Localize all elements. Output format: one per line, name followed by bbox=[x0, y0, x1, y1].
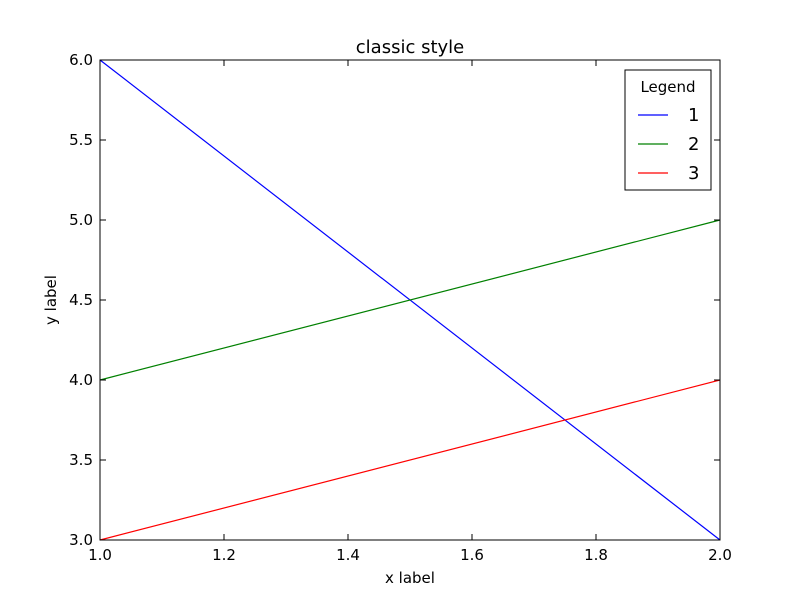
x-tick-label: 1.8 bbox=[584, 546, 608, 564]
y-tick-label: 5.0 bbox=[69, 211, 93, 229]
x-tick-label: 1.4 bbox=[336, 546, 360, 564]
y-tick-label: 3.5 bbox=[69, 451, 93, 469]
y-tick-label: 5.5 bbox=[69, 131, 93, 149]
y-axis-label: y label bbox=[42, 275, 60, 325]
series-line-3 bbox=[99, 379, 721, 541]
legend-title: Legend bbox=[640, 78, 695, 96]
y-tick-label: 4.0 bbox=[69, 371, 93, 389]
y-tick-label: 6.0 bbox=[69, 51, 93, 69]
series-line-2 bbox=[99, 219, 721, 381]
x-tick-label: 2.0 bbox=[708, 546, 732, 564]
legend-entries: 1 2 3 bbox=[638, 105, 699, 184]
x-tick-label: 1.0 bbox=[88, 546, 112, 564]
legend-label-2: 2 bbox=[688, 134, 699, 155]
legend-label-3: 3 bbox=[688, 163, 699, 184]
chart-title: classic style bbox=[356, 37, 464, 58]
series-layer bbox=[99, 59, 721, 541]
x-axis-label: x label bbox=[385, 569, 435, 587]
legend: Legend 1 2 3 bbox=[624, 69, 712, 191]
y-tick-label: 4.5 bbox=[69, 291, 93, 309]
legend-label-1: 1 bbox=[688, 105, 699, 126]
legend-frame bbox=[624, 69, 712, 191]
x-tick-label: 1.6 bbox=[460, 546, 484, 564]
y-tick-label: 3.0 bbox=[69, 531, 93, 549]
ticks-layer: 1.0 1.2 1.4 1.6 1.8 2.0 3.0 3.5 4.0 4.5 5.0 5.5 6.0 bbox=[69, 51, 732, 564]
x-tick-label: 1.2 bbox=[212, 546, 236, 564]
